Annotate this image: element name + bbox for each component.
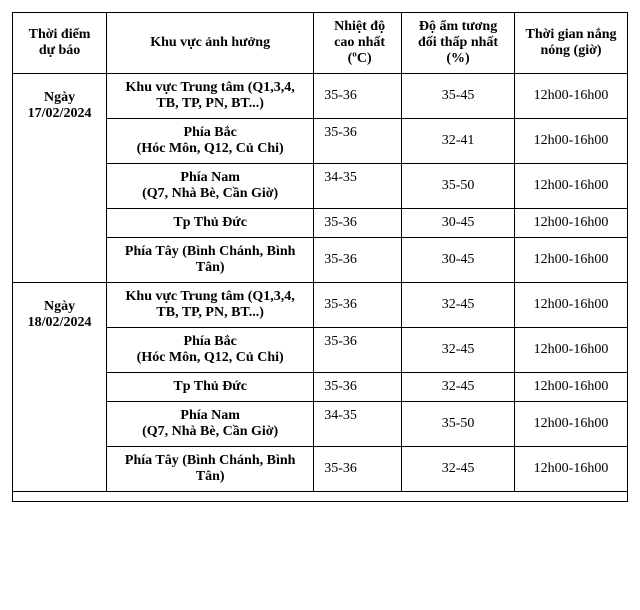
temp-cell: 35-36 — [314, 119, 402, 164]
humidity-cell: 32-41 — [402, 119, 515, 164]
table-row: Ngày17/02/2024Khu vực Trung tâm (Q1,3,4,… — [13, 74, 628, 119]
table-row: Ngày18/02/2024Khu vực Trung tâm (Q1,3,4,… — [13, 283, 628, 328]
humidity-cell: 32-45 — [402, 447, 515, 492]
time-cell: 12h00-16h00 — [515, 447, 628, 492]
date-cell: Ngày17/02/2024 — [13, 74, 107, 283]
area-cell: Khu vực Trung tâm (Q1,3,4, TB, TP, PN, B… — [107, 74, 314, 119]
temp-cell: 35-36 — [314, 373, 402, 402]
area-cell: Phía Tây (Bình Chánh, Bình Tân) — [107, 238, 314, 283]
temp-cell: 34-35 — [314, 164, 402, 209]
humidity-cell: 30-45 — [402, 238, 515, 283]
humidity-cell: 32-45 — [402, 373, 515, 402]
time-cell: 12h00-16h00 — [515, 164, 628, 209]
time-cell: 12h00-16h00 — [515, 119, 628, 164]
temp-cell: 35-36 — [314, 238, 402, 283]
temp-cell: 35-36 — [314, 283, 402, 328]
area-cell: Tp Thủ Đức — [107, 209, 314, 238]
temp-cell: 34-35 — [314, 402, 402, 447]
area-cell: Phía Bắc(Hóc Môn, Q12, Củ Chi) — [107, 119, 314, 164]
humidity-cell: 30-45 — [402, 209, 515, 238]
area-cell: Tp Thủ Đức — [107, 373, 314, 402]
empty-cell — [13, 492, 628, 502]
humidity-cell: 35-45 — [402, 74, 515, 119]
humidity-cell: 32-45 — [402, 283, 515, 328]
time-cell: 12h00-16h00 — [515, 373, 628, 402]
table-head: Thời điểm dự báo Khu vực ảnh hưởng Nhiệt… — [13, 13, 628, 74]
time-cell: 12h00-16h00 — [515, 74, 628, 119]
time-cell: 12h00-16h00 — [515, 402, 628, 447]
time-cell: 12h00-16h00 — [515, 283, 628, 328]
col-header-temp: Nhiệt độ cao nhất (ºC) — [314, 13, 402, 74]
forecast-table: Thời điểm dự báo Khu vực ảnh hưởng Nhiệt… — [12, 12, 628, 502]
temp-cell: 35-36 — [314, 74, 402, 119]
area-cell: Phía Nam(Q7, Nhà Bè, Cần Giờ) — [107, 164, 314, 209]
table-row — [13, 492, 628, 502]
area-cell: Khu vực Trung tâm (Q1,3,4, TB, TP, PN, B… — [107, 283, 314, 328]
col-header-hum: Độ ẩm tương đối thấp nhất (%) — [402, 13, 515, 74]
humidity-cell: 35-50 — [402, 164, 515, 209]
time-cell: 12h00-16h00 — [515, 328, 628, 373]
table-body: Ngày17/02/2024Khu vực Trung tâm (Q1,3,4,… — [13, 74, 628, 502]
area-cell: Phía Nam(Q7, Nhà Bè, Cần Giờ) — [107, 402, 314, 447]
area-cell: Phía Tây (Bình Chánh, Bình Tân) — [107, 447, 314, 492]
area-cell: Phía Bắc(Hóc Môn, Q12, Củ Chi) — [107, 328, 314, 373]
time-cell: 12h00-16h00 — [515, 238, 628, 283]
temp-cell: 35-36 — [314, 209, 402, 238]
humidity-cell: 32-45 — [402, 328, 515, 373]
col-header-date: Thời điểm dự báo — [13, 13, 107, 74]
date-cell: Ngày18/02/2024 — [13, 283, 107, 492]
col-header-time: Thời gian nắng nóng (giờ) — [515, 13, 628, 74]
temp-cell: 35-36 — [314, 447, 402, 492]
humidity-cell: 35-50 — [402, 402, 515, 447]
temp-cell: 35-36 — [314, 328, 402, 373]
time-cell: 12h00-16h00 — [515, 209, 628, 238]
col-header-area: Khu vực ảnh hưởng — [107, 13, 314, 74]
